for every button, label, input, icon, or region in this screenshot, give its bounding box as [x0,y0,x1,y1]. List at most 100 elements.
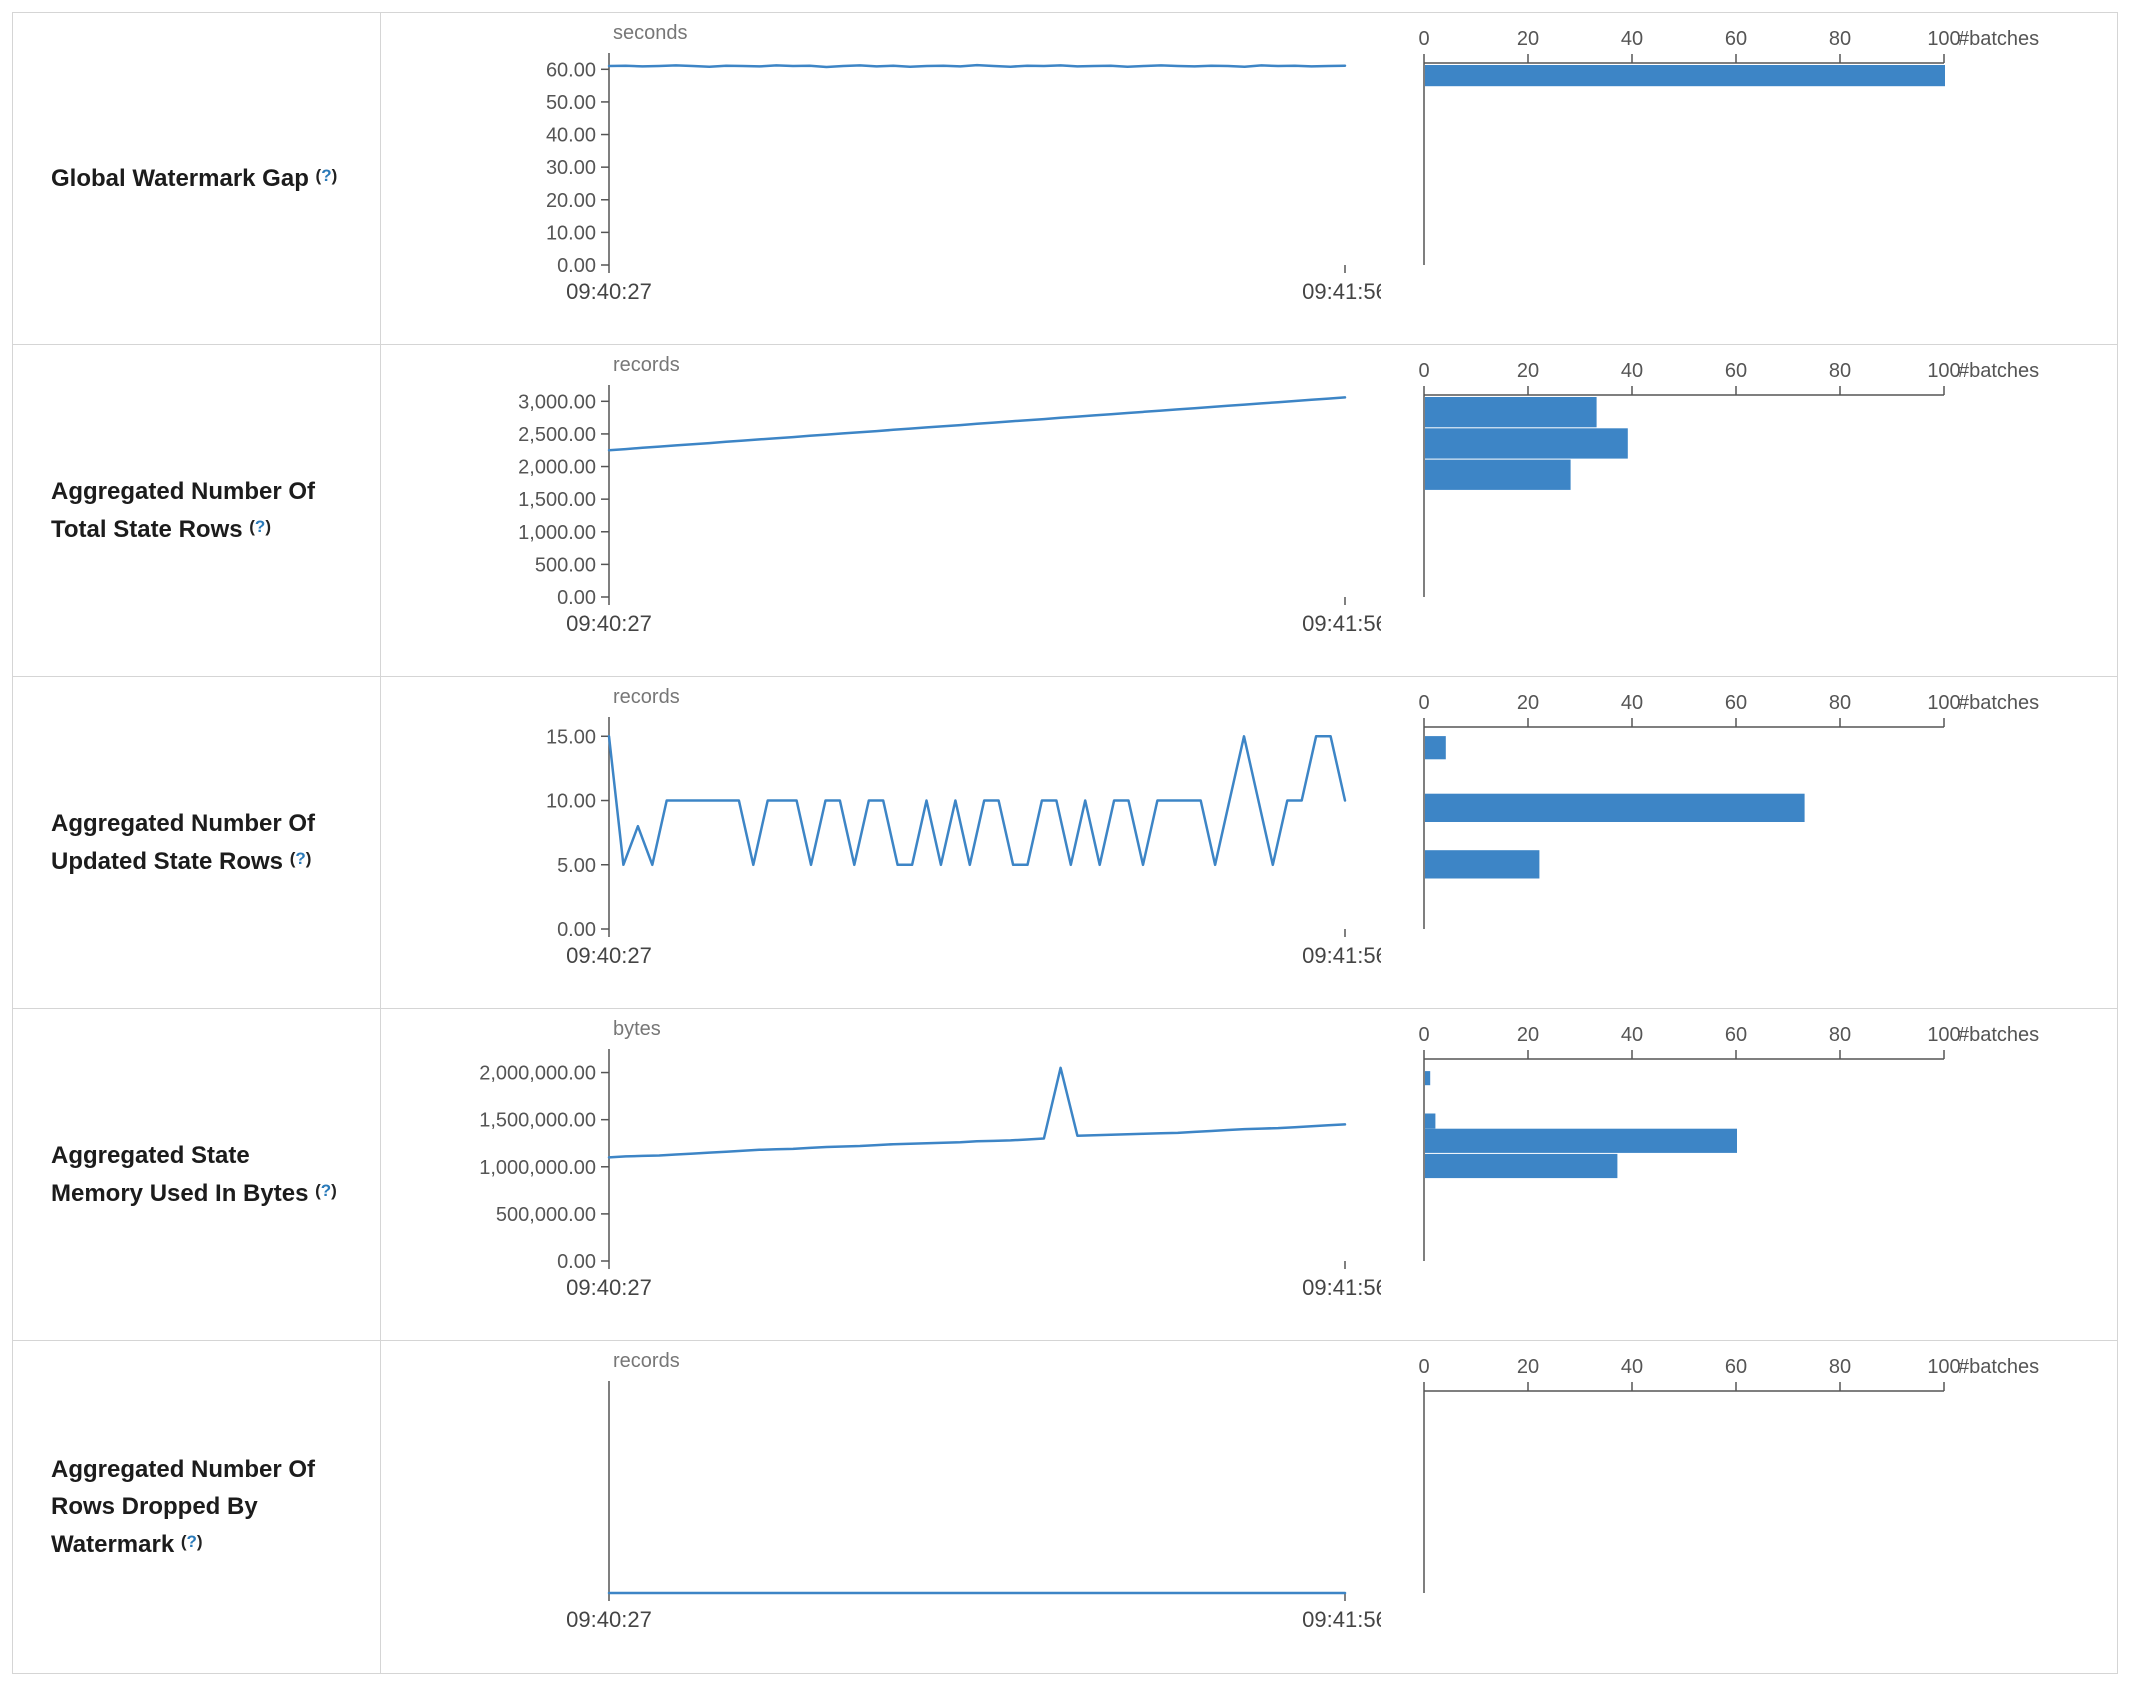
timeline-svg: seconds 0.00 10.00 20.00 30.00 40.00 50.00 60.0… [546,22,1381,304]
help-paren-close: ) [305,848,312,868]
question-mark-icon: ? [320,1180,332,1200]
timeline-chart: records 0.00 500.00 1,000.00 1,500.00 2,000.0… [381,345,1381,645]
svg-text:60: 60 [1725,1024,1747,1046]
help-paren-open: ( [315,165,322,185]
histogram-chart: 0 20 40 60 80 100 #batches [1381,677,2117,977]
timeline-chart: seconds 0.00 10.00 20.00 30.00 40.00 50.00 60.0… [381,13,1381,313]
svg-text:80: 80 [1829,1024,1851,1046]
question-mark-icon: ? [254,516,266,536]
metric-label-cell: Aggregated Number Of Total State Rows (?… [13,345,381,676]
histogram-svg: 0 20 40 60 80 100#batches [1418,28,2039,265]
svg-text:2,500.00: 2,500.00 [518,424,596,446]
metric-row-updated-state-rows: Aggregated Number Of Updated State Rows … [13,677,2117,1009]
metric-label-cell: Aggregated State Memory Used In Bytes (?… [13,1009,381,1340]
histogram-chart: 0 20 40 60 80 100 #batches [1381,1009,2117,1309]
svg-text:records: records [613,354,680,376]
svg-text:0: 0 [1418,1024,1429,1046]
svg-text:80: 80 [1829,692,1851,714]
help-link[interactable]: (?) [290,849,312,868]
help-paren-open: ( [315,1180,321,1200]
timeline-chart: records 0.00 5.00 10.00 15.00 09:40:27 09:41:5… [381,677,1381,977]
metric-label-cell: Aggregated Number Of Updated State Rows … [13,677,381,1008]
metric-label: Aggregated State Memory Used In Bytes [51,1142,309,1207]
svg-text:40: 40 [1621,1356,1643,1378]
svg-text:5.00: 5.00 [557,855,596,877]
svg-text:0.00: 0.00 [557,1251,596,1273]
charts-cell: records 09:40:27 09:41:56 0 20 40 60 80 100 #bat… [381,1341,2117,1673]
help-link[interactable]: (?) [249,517,271,536]
svg-text:09:41:56: 09:41:56 [1302,279,1381,304]
svg-text:0.00: 0.00 [557,255,596,277]
svg-text:#batches: #batches [1958,1356,2039,1378]
svg-text:15.00: 15.00 [546,726,596,748]
svg-text:0: 0 [1418,1356,1429,1378]
svg-text:0: 0 [1418,28,1429,50]
question-mark-icon: ? [295,848,306,868]
svg-text:2,000.00: 2,000.00 [518,457,596,479]
histogram-svg: 0 20 40 60 80 100#batches [1418,692,2039,929]
histogram-svg: 0 20 40 60 80 100#batches [1418,1024,2039,1261]
metric-row-rows-dropped-by-watermark: Aggregated Number Of Rows Dropped By Wat… [13,1341,2117,1673]
svg-text:100: 100 [1927,1356,1960,1378]
charts-cell: records 0.00 5.00 10.00 15.00 09:40:27 09:41:5… [381,677,2117,1008]
timeline-chart: bytes 0.00 500,000.00 1,000,000.00 1,500,000… [381,1009,1381,1309]
svg-text:#batches: #batches [1958,28,2039,50]
svg-text:#batches: #batches [1958,692,2039,714]
svg-text:80: 80 [1829,360,1851,382]
svg-text:40: 40 [1621,360,1643,382]
metric-label-cell: Global Watermark Gap (?) [13,13,381,344]
histogram-chart: 0 20 40 60 80 100 #batches [1381,13,2117,313]
svg-text:60: 60 [1725,1356,1747,1378]
svg-text:0.00: 0.00 [557,587,596,609]
svg-text:09:41:56: 09:41:56 [1302,1607,1381,1632]
svg-text:09:40:27: 09:40:27 [566,943,652,968]
svg-text:0.00: 0.00 [557,919,596,941]
svg-text:60: 60 [1725,360,1747,382]
svg-text:seconds: seconds [613,22,688,44]
help-paren-close: ) [331,165,338,185]
svg-text:500.00: 500.00 [535,554,596,576]
svg-text:#batches: #batches [1958,360,2039,382]
help-paren-close: ) [196,1531,203,1551]
help-paren-open: ( [180,1531,187,1551]
svg-text:1,500.00: 1,500.00 [518,489,596,511]
histogram-chart: 0 20 40 60 80 100 #batches [1381,1341,2117,1641]
svg-text:50.00: 50.00 [546,92,596,114]
svg-text:1,000,000.00: 1,000,000.00 [479,1157,596,1179]
svg-text:1,000.00: 1,000.00 [518,522,596,544]
svg-text:10.00: 10.00 [546,222,596,244]
svg-text:80: 80 [1829,28,1851,50]
svg-text:20: 20 [1517,1356,1539,1378]
question-mark-icon: ? [186,1531,197,1551]
help-paren-open: ( [289,848,296,868]
svg-text:20.00: 20.00 [546,190,596,212]
svg-text:60: 60 [1725,692,1747,714]
svg-text:40: 40 [1621,1024,1643,1046]
svg-text:40: 40 [1621,28,1643,50]
svg-text:20: 20 [1517,1024,1539,1046]
help-link[interactable]: (?) [181,1532,203,1551]
svg-text:bytes: bytes [613,1018,661,1040]
svg-text:10.00: 10.00 [546,791,596,813]
svg-text:30.00: 30.00 [546,157,596,179]
svg-text:2,000,000.00: 2,000,000.00 [479,1063,596,1085]
svg-text:100: 100 [1927,28,1960,50]
charts-cell: records 0.00 500.00 1,000.00 1,500.00 2,000.0… [381,345,2117,676]
charts-cell: bytes 0.00 500,000.00 1,000,000.00 1,500,000… [381,1009,2117,1340]
streaming-statistics-table: Global Watermark Gap (?) seconds 0.00 10.0… [12,12,2118,1674]
help-paren-open: ( [249,516,255,536]
timeline-svg: bytes 0.00 500,000.00 1,000,000.00 1,500,000… [479,1018,1381,1300]
help-link[interactable]: (?) [315,1181,337,1200]
svg-text:09:40:27: 09:40:27 [566,611,652,636]
metric-row-global-watermark-gap: Global Watermark Gap (?) seconds 0.00 10.0… [13,13,2117,345]
svg-text:20: 20 [1517,360,1539,382]
metric-label: Global Watermark Gap [51,164,309,192]
timeline-chart: records 09:40:27 09:41:56 [381,1341,1381,1641]
svg-text:09:41:56: 09:41:56 [1302,1275,1381,1300]
timeline-svg: records 09:40:27 09:41:56 [566,1350,1381,1632]
help-link[interactable]: (?) [316,166,338,185]
metric-row-state-memory-used: Aggregated State Memory Used In Bytes (?… [13,1009,2117,1341]
svg-text:09:40:27: 09:40:27 [566,279,652,304]
svg-text:100: 100 [1927,360,1960,382]
timeline-svg: records 0.00 500.00 1,000.00 1,500.00 2,000.0… [518,354,1381,636]
